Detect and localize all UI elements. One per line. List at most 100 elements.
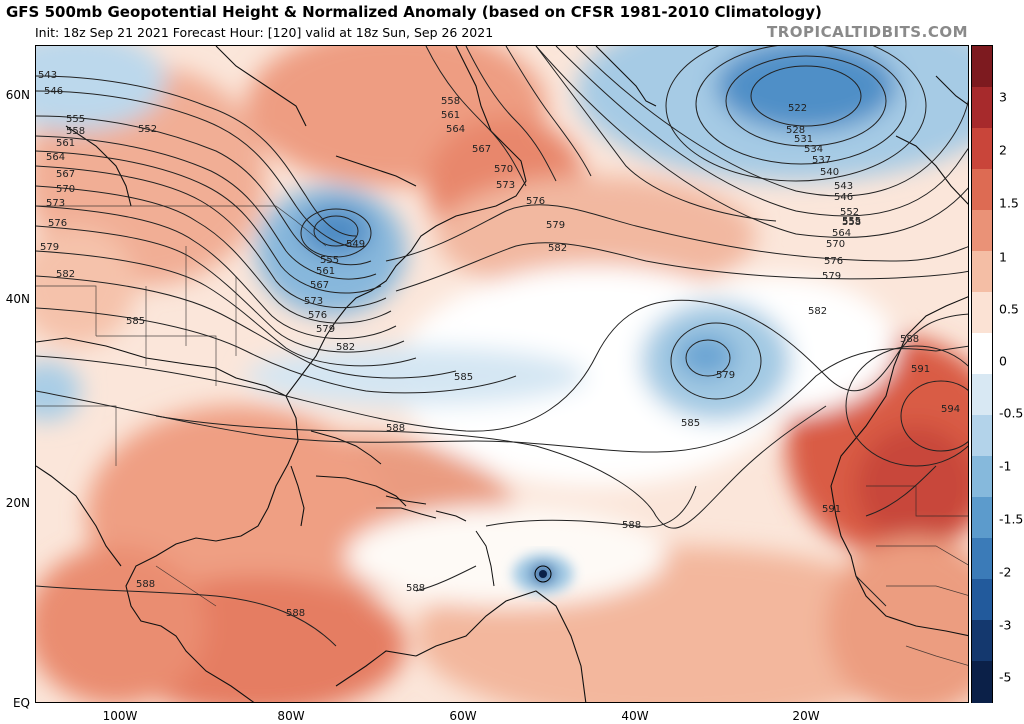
colorbar-segment (972, 333, 992, 375)
svg-text:558: 558 (441, 96, 460, 107)
warm-anomaly-west-africa (826, 536, 968, 702)
warm-anomaly-mexico (36, 546, 206, 702)
svg-text:582: 582 (808, 306, 827, 317)
svg-text:570: 570 (494, 164, 513, 175)
svg-text:567: 567 (310, 280, 329, 291)
lon-label-60w: 60W (449, 709, 477, 723)
svg-text:567: 567 (472, 144, 491, 155)
colorbar-tick-label: 3 (999, 89, 1007, 105)
contour-labels: 543 546 555 552 558 561 564 567 570 573 … (38, 70, 960, 619)
svg-text:528: 528 (786, 125, 805, 136)
svg-text:561: 561 (441, 110, 460, 121)
svg-text:564: 564 (832, 228, 851, 239)
colorbar-segment (972, 415, 992, 457)
colorbar-tick-label: 1.5 (999, 195, 1019, 211)
colorbar-tick-label: 2 (999, 142, 1007, 158)
lon-label-40w: 40W (621, 709, 649, 723)
colorbar-segment (972, 128, 992, 170)
colorbar-tick-label: -1.5 (999, 511, 1024, 527)
svg-text:588: 588 (286, 608, 305, 619)
svg-text:579: 579 (316, 324, 335, 335)
svg-text:579: 579 (822, 271, 841, 282)
cold-anomaly-east-low-core (716, 46, 896, 131)
lat-label-60n: 60N (5, 88, 30, 102)
lon-label-20w: 20W (792, 709, 820, 723)
colorbar-tick-label: -2 (999, 564, 1012, 580)
colorbar-tick-label: -1 (999, 458, 1012, 474)
svg-text:522: 522 (788, 103, 807, 114)
lat-label-20n: 20N (5, 496, 30, 510)
svg-text:549: 549 (346, 239, 365, 250)
svg-text:585: 585 (454, 372, 473, 383)
cold-anomaly-nw-corner (36, 46, 166, 131)
cold-anomaly-trough-core (301, 206, 371, 256)
colorbar (971, 45, 993, 703)
colorbar-tick-label: 1 (999, 249, 1007, 265)
colorbar-segment (972, 620, 992, 662)
lat-label-eq: EQ (12, 696, 30, 710)
colorbar-segment (972, 579, 992, 621)
svg-text:576: 576 (824, 256, 843, 267)
svg-text:552: 552 (138, 124, 157, 135)
svg-text:579: 579 (716, 370, 735, 381)
svg-text:579: 579 (546, 220, 565, 231)
svg-text:567: 567 (56, 169, 75, 180)
svg-text:543: 543 (38, 70, 57, 81)
colorbar-segment (972, 456, 992, 498)
cyclone-center (539, 570, 547, 578)
colorbar-tick-label: -5 (999, 669, 1012, 685)
svg-text:564: 564 (46, 152, 65, 163)
svg-text:570: 570 (56, 184, 75, 195)
svg-text:576: 576 (526, 196, 545, 207)
colorbar-segment (972, 374, 992, 416)
svg-text:582: 582 (56, 269, 75, 280)
lon-label-100w: 100W (102, 709, 138, 723)
map-panel: 543 546 555 552 558 561 564 567 570 573 … (35, 45, 969, 703)
islands (310, 430, 495, 587)
svg-text:591: 591 (911, 364, 930, 375)
svg-text:576: 576 (48, 218, 67, 229)
svg-text:585: 585 (126, 316, 145, 327)
svg-text:555: 555 (320, 255, 339, 266)
svg-text:546: 546 (44, 86, 63, 97)
lon-label-80w: 80W (277, 709, 305, 723)
svg-text:585: 585 (681, 418, 700, 429)
svg-text:564: 564 (446, 124, 465, 135)
colorbar-segment (972, 661, 992, 703)
svg-text:558: 558 (66, 126, 85, 137)
neutral-south-atl (346, 506, 666, 606)
colorbar-segment (972, 87, 992, 129)
svg-text:588: 588 (386, 423, 405, 434)
colorbar-tick-label: 0.5 (999, 301, 1019, 317)
svg-text:582: 582 (548, 243, 567, 254)
svg-text:588: 588 (406, 583, 425, 594)
svg-text:543: 543 (834, 181, 853, 192)
svg-text:561: 561 (56, 138, 75, 149)
svg-text:561: 561 (316, 266, 335, 277)
svg-text:594: 594 (941, 404, 960, 415)
colorbar-segment (972, 497, 992, 539)
svg-text:573: 573 (304, 296, 323, 307)
svg-text:588: 588 (900, 334, 919, 345)
svg-text:540: 540 (820, 167, 839, 178)
svg-text:555: 555 (842, 216, 861, 227)
cold-anomaly-cutoff-core (676, 334, 736, 378)
colorbar-tick-label: -0.5 (999, 405, 1024, 421)
svg-text:534: 534 (804, 144, 823, 155)
colorbar-tick-label: 0 (999, 353, 1007, 369)
colorbar-segment (972, 210, 992, 252)
svg-text:588: 588 (136, 579, 155, 590)
cold-anomaly-east-coast (246, 346, 586, 406)
svg-text:546: 546 (834, 192, 853, 203)
svg-text:558: 558 (842, 217, 861, 228)
colorbar-segment (972, 251, 992, 293)
anomaly-map: 543 546 555 552 558 561 564 567 570 573 … (36, 46, 968, 702)
map-title: GFS 500mb Geopotential Height & Normaliz… (6, 3, 822, 21)
svg-text:531: 531 (794, 134, 813, 145)
colorbar-segment (972, 46, 992, 88)
svg-text:588: 588 (622, 520, 641, 531)
svg-text:591: 591 (822, 504, 841, 515)
colorbar-segment (972, 538, 992, 580)
svg-text:582: 582 (336, 342, 355, 353)
colorbar-tick-label: -3 (999, 617, 1012, 633)
